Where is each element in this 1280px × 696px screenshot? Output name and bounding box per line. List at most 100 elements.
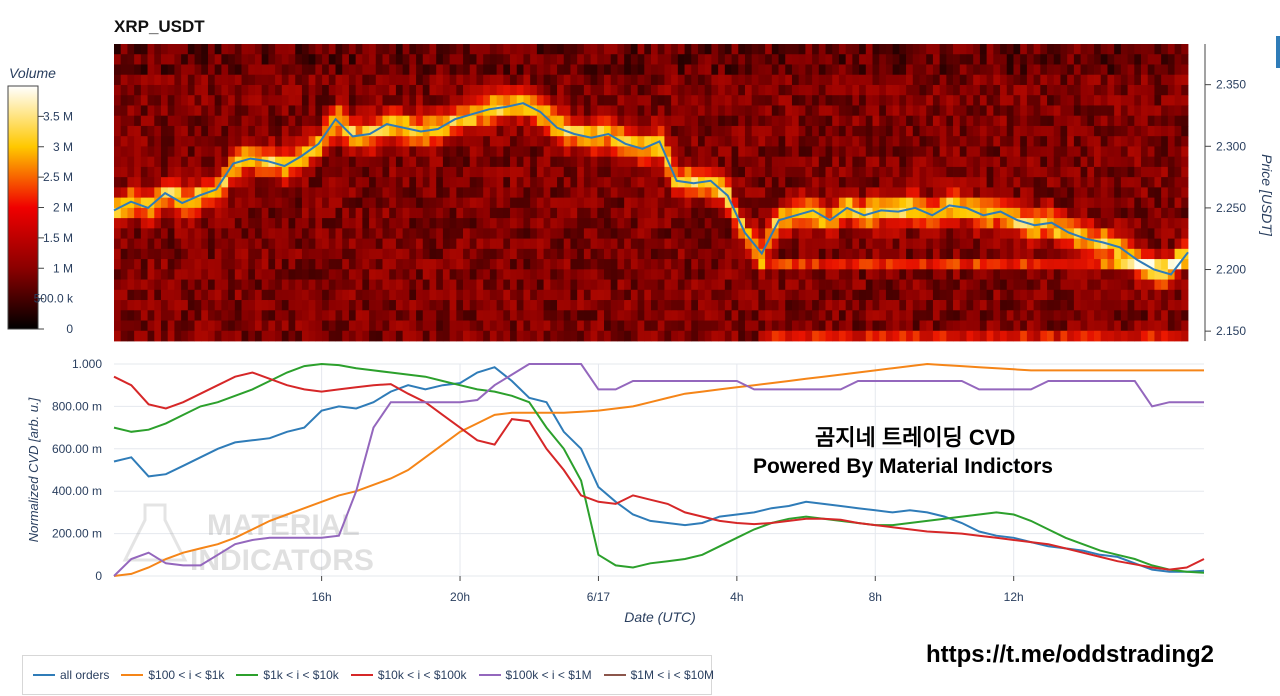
heatmap-cell <box>812 166 820 178</box>
heatmap-cell <box>1107 166 1115 178</box>
heatmap-cell <box>422 289 430 301</box>
heatmap-cell <box>1006 279 1014 291</box>
heatmap-cell <box>570 248 578 260</box>
heatmap-cell <box>959 248 967 260</box>
heatmap-cell <box>557 125 565 137</box>
heatmap-cell <box>617 289 625 301</box>
heatmap-cell <box>791 330 800 342</box>
heatmap-cell <box>342 330 350 342</box>
heatmap-cell <box>389 146 397 158</box>
heatmap-cell <box>657 207 665 219</box>
heatmap-cell <box>677 248 685 260</box>
heatmap-cell <box>718 310 726 321</box>
heatmap-cell <box>1006 136 1014 147</box>
heatmap-cell <box>1087 279 1095 291</box>
heatmap-cell <box>953 156 961 168</box>
telegram-link[interactable]: https://t.me/oddstrading2 <box>926 641 1214 668</box>
heatmap-cell <box>664 228 672 239</box>
heatmap-cell <box>885 136 894 147</box>
heatmap-cell <box>530 115 538 127</box>
heatmap-cell <box>1107 136 1115 147</box>
heatmap-cell <box>389 115 397 127</box>
heatmap-cell <box>1174 218 1182 229</box>
heatmap-cell <box>845 289 853 301</box>
heatmap-cell <box>651 300 659 311</box>
heatmap-cell <box>422 269 430 280</box>
heatmap-cell <box>503 197 511 209</box>
heatmap-cell <box>442 187 451 199</box>
heatmap-cell <box>483 95 491 106</box>
heatmap-cell <box>885 300 894 311</box>
heatmap-cell <box>550 238 558 250</box>
heatmap-cell <box>483 248 491 260</box>
heatmap-cell <box>1174 187 1182 199</box>
heatmap-cell <box>335 125 343 137</box>
heatmap-cell <box>382 300 390 311</box>
heatmap-cell <box>449 84 457 96</box>
heatmap-cell <box>1107 187 1115 199</box>
heatmap-cell <box>919 197 927 209</box>
heatmap-cell <box>395 44 404 55</box>
legend-item[interactable]: $10k < i < $100k <box>350 668 467 682</box>
heatmap-cell <box>140 310 148 321</box>
heatmap-cell <box>328 95 336 106</box>
heatmap-cell <box>926 218 934 229</box>
heatmap-cell <box>369 156 377 168</box>
heatmap-cell <box>416 166 424 178</box>
heatmap-cell <box>1026 238 1035 250</box>
heatmap-cell <box>1147 238 1155 250</box>
heatmap-cell <box>926 146 934 158</box>
heatmap-cell <box>644 95 652 106</box>
heatmap-cell <box>671 218 679 229</box>
heatmap-cell <box>832 54 840 65</box>
heatmap-cell <box>731 95 739 106</box>
heatmap-cell <box>154 197 162 209</box>
heatmap-cell <box>691 44 699 55</box>
heatmap-cell <box>214 115 222 127</box>
legend-item[interactable]: all orders <box>33 668 109 682</box>
heatmap-cell <box>288 228 296 239</box>
heatmap-cell <box>402 248 410 260</box>
heatmap-cell <box>449 207 457 219</box>
heatmap-cell <box>181 259 189 270</box>
legend-item[interactable]: $100k < i < $1M <box>478 668 592 682</box>
heatmap-cell <box>1154 166 1162 178</box>
heatmap-cell <box>832 248 840 260</box>
heatmap-cell <box>1000 197 1008 209</box>
heatmap-cell <box>1013 259 1021 270</box>
heatmap-cell <box>939 197 947 209</box>
heatmap-cell <box>791 177 800 188</box>
heatmap-cell <box>577 187 585 199</box>
heatmap-cell <box>442 146 451 158</box>
legend-item[interactable]: $100 < i < $1k <box>121 668 224 682</box>
heatmap-cell <box>429 125 437 137</box>
heatmap-cell <box>1033 289 1041 301</box>
heatmap-cell <box>731 115 739 127</box>
legend-item[interactable]: $1k < i < $10k <box>236 668 339 682</box>
heatmap-cell <box>523 300 531 311</box>
scroll-handle[interactable] <box>1276 36 1280 68</box>
heatmap-cell <box>369 248 377 260</box>
heatmap-cell <box>536 84 544 96</box>
heatmap-cell <box>1033 136 1041 147</box>
heatmap-cell <box>463 125 471 137</box>
heatmap-cell <box>134 259 142 270</box>
heatmap-cell <box>966 84 974 96</box>
heatmap-cell <box>301 166 310 178</box>
heatmap-cell <box>711 156 719 168</box>
heatmap-cell <box>771 54 779 65</box>
legend-item[interactable]: $1M < i < $10M <box>603 668 714 682</box>
heatmap-cell <box>254 136 263 147</box>
heatmap-cell <box>577 330 585 342</box>
heatmap-cell <box>892 64 900 76</box>
heatmap-cell <box>953 166 961 178</box>
heatmap-cell <box>476 228 484 239</box>
heatmap-cell <box>469 95 477 106</box>
heatmap-cell <box>832 187 840 199</box>
heatmap-cell <box>288 197 296 209</box>
heatmap-cell <box>1114 218 1122 229</box>
heatmap-cell <box>181 279 189 291</box>
heatmap-cell <box>1013 279 1021 291</box>
heatmap-cell <box>1134 156 1142 168</box>
heatmap-cell <box>912 115 920 127</box>
